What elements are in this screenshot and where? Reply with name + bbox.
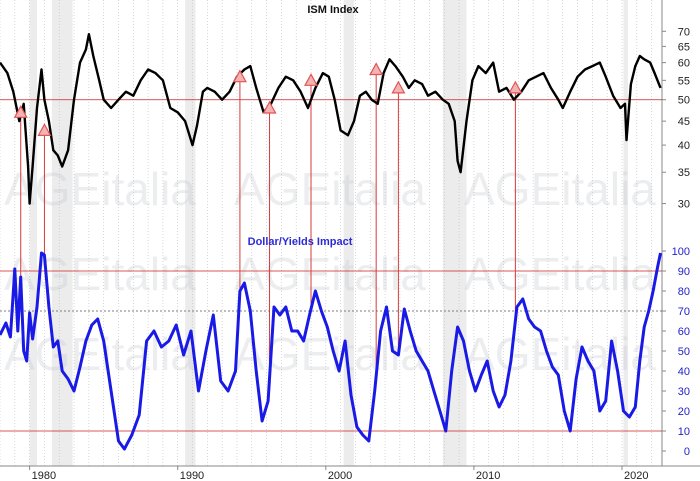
impact-y-tick-label: 20 xyxy=(678,406,690,418)
watermark-text: AGEitalia xyxy=(234,163,426,215)
recession-band xyxy=(185,0,196,466)
recession-bands xyxy=(29,0,628,466)
signal-triangle-marker xyxy=(303,73,319,86)
watermark-text: AGEitalia xyxy=(4,163,196,215)
x-tick-label: 1990 xyxy=(180,470,204,481)
signal-triangle-marker xyxy=(232,69,247,83)
signal-triangle-marker xyxy=(37,123,52,136)
ism-y-tick-label: 70 xyxy=(678,26,690,38)
reference-lines xyxy=(0,99,662,432)
watermark-text: AGEitalia xyxy=(464,248,656,300)
series-lines xyxy=(0,33,662,451)
signal-triangle-marker xyxy=(369,62,384,76)
watermark-text: AGEitalia xyxy=(4,248,196,300)
signal-triangle-marker xyxy=(391,80,406,94)
watermark-text: AGEitalia xyxy=(4,328,196,380)
x-tick-label: 2010 xyxy=(476,470,500,481)
impact-y-tick-label: 10 xyxy=(678,426,690,438)
ism-y-tick-label: 30 xyxy=(678,199,690,211)
ism-y-tick-label: 50 xyxy=(678,95,690,107)
impact-y-tick-label: 80 xyxy=(678,286,690,298)
signal-connectors xyxy=(20,74,516,378)
impact-y-tick-label: 60 xyxy=(678,326,690,338)
ism-y-tick-label: 35 xyxy=(678,167,690,179)
impact-y-tick-label: 0 xyxy=(684,446,690,458)
ism-y-tick-label: 40 xyxy=(678,140,690,152)
signal-triangle-marker xyxy=(262,100,277,114)
x-tick-labels: 1980 1990 2000 2010 2020 xyxy=(29,466,648,481)
watermark-layer: AGEitalia AGEitalia AGEitalia AGEitalia AGEi… xyxy=(4,163,656,380)
ism-y-tick-label: 60 xyxy=(678,58,690,70)
recession-band xyxy=(442,0,467,466)
watermark-text: AGEitalia xyxy=(464,163,656,215)
ism-index-line xyxy=(0,33,662,205)
signal-triangle-marker xyxy=(13,105,28,118)
x-tick-label: 1980 xyxy=(32,470,56,481)
y-tick-labels: 30 35 40 45 50 55 60 65 70 0 10 20 30 40 50 60 70 80 90 100 xyxy=(662,26,690,458)
impact-y-tick-label: 70 xyxy=(678,306,690,318)
impact-y-tick-label: 40 xyxy=(678,366,690,378)
x-tick-label: 2020 xyxy=(624,470,648,481)
dollar-yields-impact-line xyxy=(0,251,662,451)
impact-y-tick-label: 50 xyxy=(678,346,690,358)
signal-triangle-marker xyxy=(508,80,523,94)
impact-y-tick-label: 30 xyxy=(678,386,690,398)
watermark-text: AGEitalia xyxy=(464,328,656,380)
impact-y-tick-label: 90 xyxy=(678,266,690,278)
recession-band xyxy=(29,0,38,466)
x-tick-label: 2000 xyxy=(328,470,352,481)
ism-y-tick-label: 45 xyxy=(678,116,690,128)
recession-band xyxy=(343,0,354,466)
dollar-yields-chart-title: Dollar/Yields Impact xyxy=(248,236,353,248)
ism-y-tick-label: 55 xyxy=(678,75,690,87)
recession-band xyxy=(623,0,628,466)
recession-band xyxy=(51,0,73,466)
ism-y-tick-label: 65 xyxy=(678,41,690,53)
signal-markers xyxy=(13,62,523,136)
ism-chart-title: ISM Index xyxy=(307,4,359,16)
impact-y-tick-label: 100 xyxy=(672,246,690,258)
watermark-text: AGEitalia xyxy=(234,248,426,300)
grid-lines xyxy=(0,0,700,467)
